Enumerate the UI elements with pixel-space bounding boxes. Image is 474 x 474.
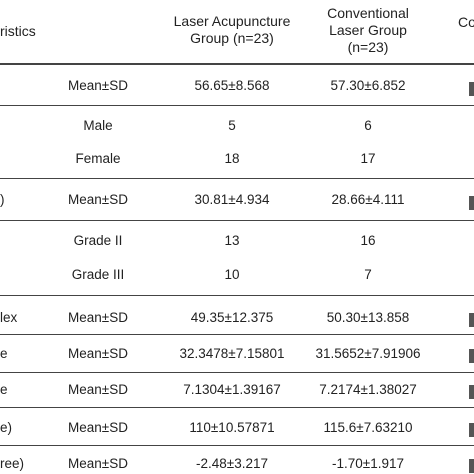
row-label: e) [0, 420, 13, 435]
right-column-edge-mark [469, 82, 474, 96]
row-group-a-value: 49.35±12.375 [190, 310, 274, 325]
row-group-b-value: 7.2174±1.38027 [319, 382, 417, 397]
header-characteristics: ristics [0, 23, 36, 39]
header-group-b: Conventional Laser Group (n=23) [327, 5, 409, 56]
row-group-b-value: 16 [360, 233, 376, 248]
row-stat: Female [75, 151, 121, 166]
row-group-b-value: 50.30±13.858 [326, 310, 410, 325]
row-stat: Mean±SD [68, 192, 128, 207]
row-group-b-value: 17 [360, 151, 376, 166]
header-group-a: Laser Acupuncture Group (n=23) [174, 13, 291, 47]
right-column-edge-mark [469, 349, 474, 363]
row-group-a-value: 30.81±4.934 [194, 192, 270, 207]
row-group-b-value: 28.66±4.111 [331, 192, 405, 207]
right-column-edge-mark [469, 385, 474, 399]
header-rule [0, 63, 474, 65]
row-stat: Male [83, 118, 113, 133]
row-group-a-value: 10 [224, 267, 240, 282]
row-group-a-value: 13 [224, 233, 240, 248]
row-divider [0, 220, 474, 221]
row-stat: Grade II [73, 233, 123, 248]
header-group-b-line3: (n=23) [347, 39, 389, 55]
header-group-c: Co [458, 14, 474, 30]
row-group-a-value: 56.65±8.568 [194, 78, 270, 93]
row-group-a-value: 18 [224, 151, 240, 166]
row-stat: Mean±SD [68, 310, 128, 325]
row-label: ) [0, 192, 5, 207]
header-group-a-line1: Laser Acupuncture [173, 13, 291, 29]
header-group-a-line2: Group (n=23) [190, 30, 274, 46]
row-group-a-value: 32.3478±7.15801 [179, 346, 285, 361]
row-group-a-value: 7.1304±1.39167 [183, 382, 281, 397]
row-stat: Mean±SD [68, 382, 128, 397]
header-group-b-line1: Conventional [327, 5, 409, 21]
row-stat: Mean±SD [68, 420, 128, 435]
row-label: lex [0, 310, 18, 325]
row-divider [0, 178, 474, 179]
row-group-b-value: 57.30±6.852 [330, 78, 406, 93]
row-group-a-value: 5 [228, 118, 236, 133]
row-divider [0, 372, 474, 373]
row-label: e [0, 382, 8, 397]
right-column-edge-mark [469, 313, 474, 327]
row-group-b-value: 31.5652±7.91906 [315, 346, 421, 361]
row-stat: Grade III [71, 267, 125, 282]
right-column-edge-mark [469, 196, 474, 210]
header-group-b-line2: Laser Group [329, 22, 407, 38]
row-group-b-value: 6 [364, 118, 372, 133]
row-divider [0, 407, 474, 408]
row-label: ree) [0, 456, 25, 471]
row-group-b-value: -1.70±1.917 [332, 456, 404, 471]
right-column-edge-mark [469, 459, 474, 473]
row-divider [0, 295, 474, 296]
row-stat: Mean±SD [68, 456, 128, 471]
row-divider [0, 445, 474, 446]
row-group-b-value: 7 [364, 267, 372, 282]
right-column-edge-mark [469, 423, 474, 437]
row-stat: Mean±SD [68, 346, 128, 361]
row-group-a-value: 110±10.57871 [189, 420, 275, 435]
row-divider [0, 105, 474, 106]
row-stat: Mean±SD [68, 78, 128, 93]
row-divider [0, 334, 474, 335]
row-group-a-value: -2.48±3.217 [196, 456, 268, 471]
row-label: e [0, 346, 8, 361]
row-group-b-value: 115.6±7.63210 [323, 420, 413, 435]
